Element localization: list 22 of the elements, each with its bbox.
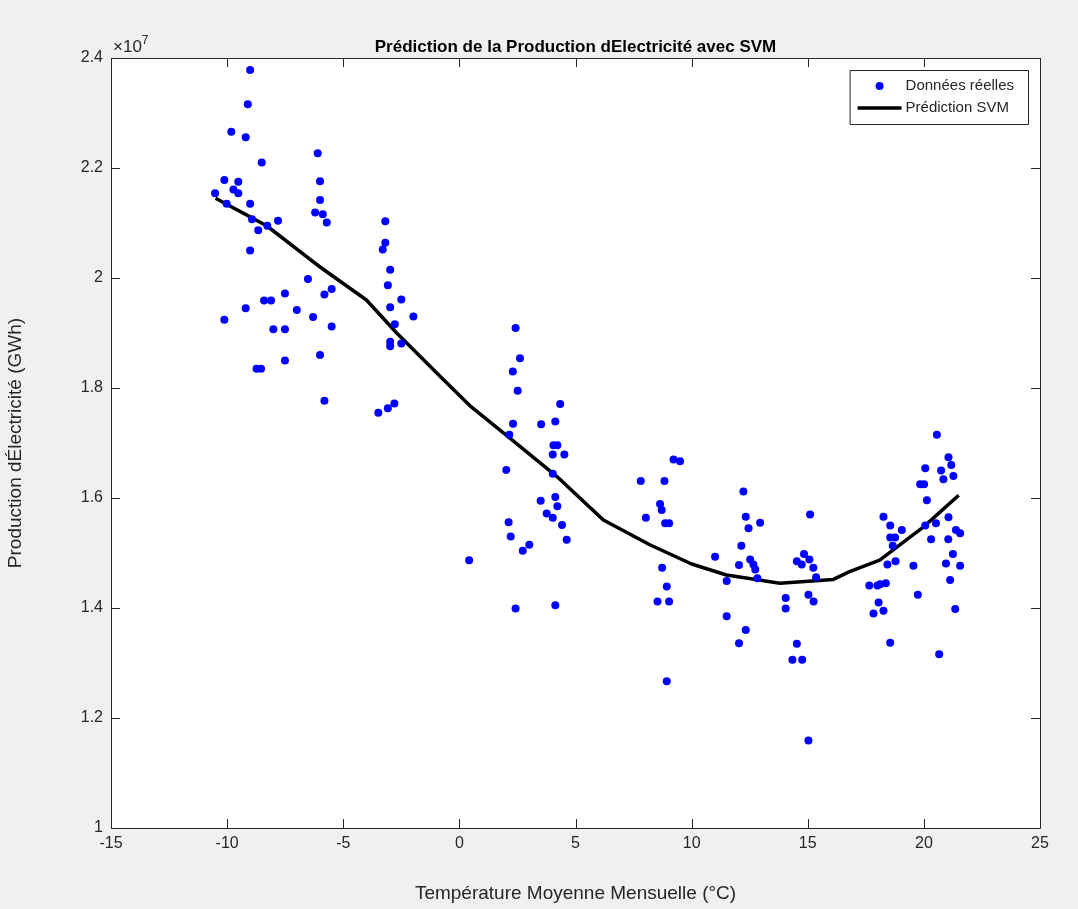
y-tick-label: 2.4 [80, 48, 104, 66]
y-tick-label: 1.4 [80, 598, 104, 616]
y-tick-label: 2 [94, 268, 104, 286]
y-axis-title: Production dÉlectricité (GWh) [3, 317, 25, 569]
x-tick-label: 0 [454, 834, 464, 852]
y-tick-label: 1.2 [80, 708, 104, 726]
x-tick-label: -15 [99, 834, 123, 852]
x-tick-label: 25 [1031, 834, 1049, 852]
x-tick-label: 5 [571, 834, 581, 852]
y-tick-label: 2.2 [80, 158, 104, 176]
y-tick-label: 1 [94, 818, 104, 836]
legend-label: Données réelles [905, 76, 1015, 94]
legend-label: Prédiction SVM [905, 98, 1009, 116]
y-tick-label: 1.8 [80, 378, 104, 396]
x-tick-label: -5 [336, 834, 351, 852]
x-axis-title: Température Moyenne Mensuelle (°C) [414, 881, 737, 903]
y-tick-label: 1.6 [80, 488, 104, 506]
x-tick-label: 20 [914, 834, 933, 852]
x-tick-label: 15 [798, 834, 817, 852]
x-tick-label: -10 [215, 834, 239, 852]
chart-title: Prédiction de la Production dElectricité avec SVM [374, 37, 777, 57]
x-tick-label: 10 [682, 834, 701, 852]
